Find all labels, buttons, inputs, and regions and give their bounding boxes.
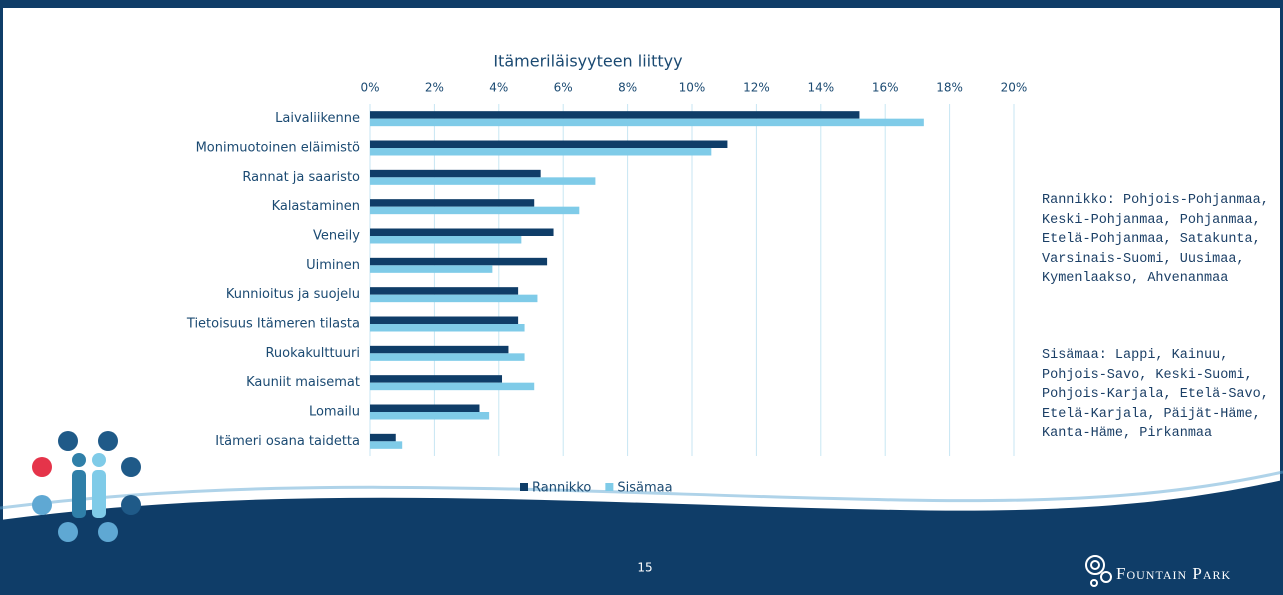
bar bbox=[370, 433, 396, 442]
bar bbox=[370, 404, 480, 412]
y-tick-label: Lomailu bbox=[309, 405, 360, 420]
left-border bbox=[0, 0, 3, 595]
bar bbox=[370, 441, 403, 449]
y-tick-label: Rannat ja saaristo bbox=[242, 170, 360, 185]
bar bbox=[370, 199, 535, 207]
logo-icons bbox=[32, 431, 141, 542]
note: Sisämaa: Lappi, Kainuu, Pohjois-Savo, Ke… bbox=[1042, 348, 1269, 441]
y-tick-label: Kunnioitus ja suojelu bbox=[226, 287, 360, 302]
top-band bbox=[0, 0, 1283, 8]
x-tick-label: 4% bbox=[489, 81, 508, 95]
bar bbox=[370, 228, 554, 236]
bar bbox=[370, 382, 535, 391]
bar bbox=[370, 118, 924, 127]
legend-swatch bbox=[605, 483, 614, 491]
legend-swatch bbox=[520, 483, 528, 491]
bar bbox=[370, 169, 541, 178]
note: Rannikko: Pohjois-Pohjanmaa, Keski-Pohja… bbox=[1042, 193, 1269, 286]
x-tick-label: 6% bbox=[554, 81, 573, 95]
legend-label: Sisämaa bbox=[617, 481, 672, 496]
bar bbox=[370, 287, 519, 295]
bar bbox=[370, 345, 509, 354]
bar bbox=[370, 206, 580, 215]
bar bbox=[370, 294, 538, 303]
y-tick-label: Veneily bbox=[313, 229, 360, 244]
x-tick-label: 12% bbox=[743, 81, 770, 95]
bar bbox=[370, 324, 525, 332]
y-tick-label: Kalastaminen bbox=[272, 199, 360, 214]
bar bbox=[370, 265, 493, 273]
x-tick-label: 2% bbox=[425, 81, 444, 95]
right-border bbox=[1280, 0, 1283, 595]
bar bbox=[370, 412, 490, 420]
x-tick-label: 8% bbox=[618, 81, 637, 95]
bar bbox=[370, 111, 860, 119]
bar bbox=[370, 148, 712, 156]
chart-title: Itämeriläisyyteen liittyy bbox=[493, 52, 682, 71]
y-tick-label: Monimuotoinen eläimistö bbox=[196, 141, 360, 156]
y-tick-label: Ruokakulttuuri bbox=[265, 346, 360, 361]
brand-name: Fountain Park bbox=[1116, 564, 1231, 583]
bar bbox=[370, 140, 728, 148]
bar bbox=[370, 177, 596, 185]
y-tick-label: Kauniit maisemat bbox=[246, 375, 360, 390]
y-tick-label: Uiminen bbox=[306, 258, 360, 273]
bar bbox=[370, 236, 522, 244]
y-tick-label: Tietoisuus Itämeren tilasta bbox=[186, 317, 360, 332]
bar bbox=[370, 375, 503, 383]
x-tick-label: 10% bbox=[679, 81, 706, 95]
bar bbox=[370, 257, 548, 266]
bar bbox=[370, 353, 525, 361]
y-tick-label: Laivaliikenne bbox=[275, 111, 360, 126]
bottom-wave bbox=[0, 480, 1283, 595]
legend-label: Rannikko bbox=[532, 481, 591, 496]
bar bbox=[370, 316, 519, 324]
wave-line bbox=[0, 470, 1283, 510]
brand-logo bbox=[1085, 555, 1112, 587]
page-number: 15 bbox=[637, 561, 652, 575]
x-tick-label: 0% bbox=[360, 81, 379, 95]
y-tick-label: Itämeri osana taidetta bbox=[215, 434, 360, 449]
x-tick-label: 14% bbox=[807, 81, 834, 95]
x-tick-label: 18% bbox=[936, 81, 963, 95]
x-tick-label: 16% bbox=[872, 81, 899, 95]
x-tick-label: 20% bbox=[1001, 81, 1028, 95]
